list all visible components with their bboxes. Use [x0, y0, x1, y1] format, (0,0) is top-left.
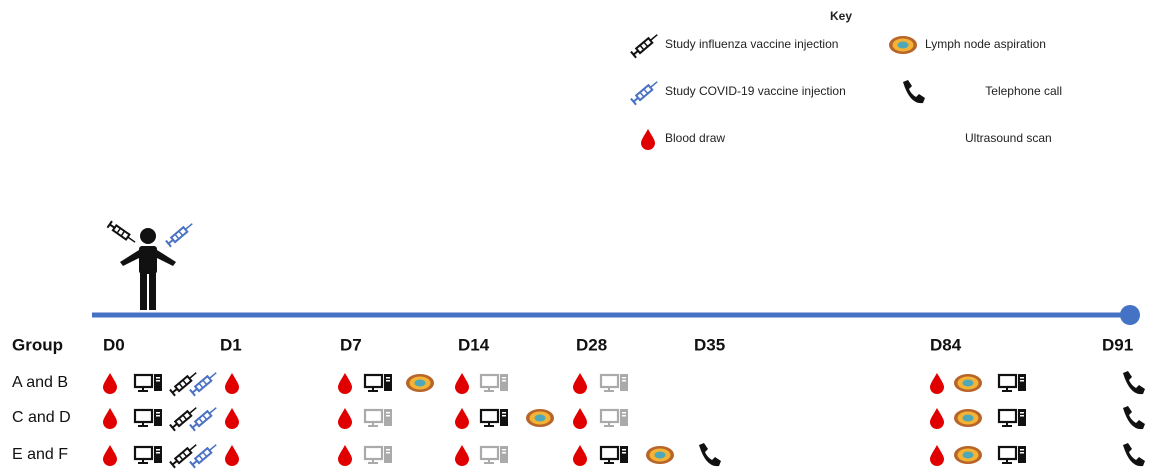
header: Group	[12, 335, 63, 354]
icon	[641, 129, 655, 150]
icon	[455, 445, 469, 466]
icon	[573, 408, 587, 429]
day-label: D91	[1102, 335, 1133, 354]
icon	[365, 446, 392, 463]
key-label: Telephone call	[985, 84, 1062, 98]
day-label: D35	[694, 335, 725, 354]
day-label: D28	[576, 335, 607, 354]
icon	[103, 408, 117, 429]
day-label: D7	[340, 335, 362, 354]
icon	[954, 446, 982, 464]
group-label: A and B	[12, 374, 68, 391]
icon	[930, 373, 944, 394]
icon	[699, 443, 721, 466]
icon	[631, 32, 660, 58]
icon	[225, 408, 239, 429]
icon	[166, 221, 195, 247]
day-label: D0	[103, 335, 125, 354]
key-label: Lymph node aspiration	[925, 37, 1046, 51]
icon	[481, 409, 508, 426]
icon	[135, 374, 162, 391]
icon	[135, 446, 162, 463]
key-label: Blood draw	[665, 131, 725, 145]
key-title: Key	[830, 9, 852, 23]
icon	[573, 445, 587, 466]
icon	[338, 373, 352, 394]
key-label: Ultrasound scan	[965, 131, 1052, 145]
icon	[999, 374, 1026, 391]
icon	[103, 445, 117, 466]
icon	[573, 373, 587, 394]
key-label: Study COVID-19 vaccine injection	[665, 84, 846, 98]
icon	[601, 409, 628, 426]
icon	[999, 409, 1026, 426]
icon	[930, 445, 944, 466]
icon	[455, 408, 469, 429]
icon	[225, 445, 239, 466]
icon	[646, 446, 674, 464]
diagram: Key Study influenza vaccine injection St…	[0, 0, 1154, 472]
icon	[106, 216, 139, 251]
icon	[903, 80, 925, 103]
icon	[135, 409, 162, 426]
icon	[631, 79, 660, 105]
icon	[601, 374, 628, 391]
icon	[930, 408, 944, 429]
icon	[601, 446, 628, 463]
icon	[1123, 371, 1145, 394]
icon	[406, 374, 434, 392]
icon	[526, 409, 554, 427]
day-label: D84	[930, 335, 962, 354]
icon	[338, 445, 352, 466]
timeline-end	[1120, 305, 1140, 325]
icon	[1123, 443, 1145, 466]
icon	[481, 374, 508, 391]
icon	[455, 373, 469, 394]
group-label: E and F	[12, 446, 68, 463]
icon	[999, 446, 1026, 463]
icon	[365, 409, 392, 426]
icon	[103, 373, 117, 394]
icon	[954, 374, 982, 392]
icon	[365, 374, 392, 391]
day-label: D14	[458, 335, 490, 354]
person	[120, 228, 176, 310]
icon	[1123, 406, 1145, 429]
day-label: D1	[220, 335, 242, 354]
icon	[225, 373, 239, 394]
icon	[338, 408, 352, 429]
icon	[954, 409, 982, 427]
group-label: C and D	[12, 409, 71, 426]
icon	[481, 446, 508, 463]
icon	[889, 36, 917, 54]
key-label: Study influenza vaccine injection	[665, 37, 838, 51]
